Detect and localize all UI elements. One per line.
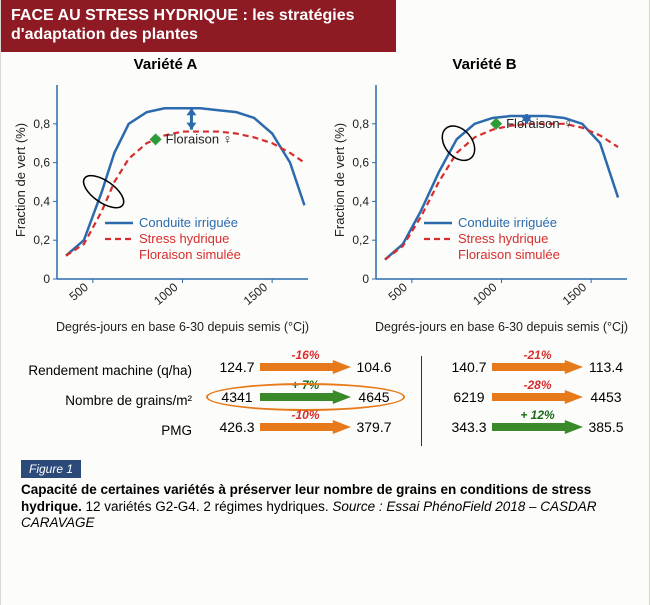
metric-row: 343.3+ 12% 385.5 [446,412,629,442]
charts-row: Variété A 0 0,2 0,4 0,6 0,8 500 1000 1500 Fracti… [1,52,649,340]
svg-text:0: 0 [362,272,369,286]
svg-text:Floraison ♀: Floraison ♀ [506,116,573,131]
svg-text:0,6: 0,6 [352,156,369,170]
metric-val-left: 140.7 [446,359,492,375]
metric-labels: Rendement machine (q/ha) Nombre de grain… [21,352,196,450]
metric-val-left: 343.3 [446,419,492,435]
metric-pct: -10% [291,408,319,422]
svg-text:0,8: 0,8 [352,117,369,131]
metrics-area: Rendement machine (q/ha) Nombre de grain… [1,340,649,450]
chart-panel-b: Variété B 0 0,2 0,4 0,6 0,8 500 1000 1500 Fracti… [330,56,639,340]
svg-text:Conduite irriguée: Conduite irriguée [458,215,557,230]
svg-text:1500: 1500 [560,280,590,308]
metric-row: 426.3-10% 379.7 [214,412,397,442]
svg-text:Fraction de vert (%): Fraction de vert (%) [332,123,347,237]
svg-text:0,2: 0,2 [352,234,369,248]
metric-val-right: 104.6 [351,359,397,375]
svg-text:0: 0 [43,272,50,286]
svg-text:500: 500 [67,280,92,304]
chart-title-a: Variété A [11,56,320,73]
chart-title-b: Variété B [330,56,639,73]
svg-text:500: 500 [386,280,411,304]
metric-val-right: 113.4 [583,359,629,375]
svg-text:Stress hydrique: Stress hydrique [458,231,548,246]
metric-val-right: 385.5 [583,419,629,435]
svg-text:Degrés-jours en base 6-30 depu: Degrés-jours en base 6-30 depuis semis (… [375,320,628,334]
svg-text:0,4: 0,4 [33,195,50,209]
metric-val-left: 426.3 [214,419,260,435]
banner-line2: d'adaptation des plantes [11,26,198,43]
svg-text:Fraction de vert (%): Fraction de vert (%) [13,123,28,237]
metric-val-right: 4453 [583,389,629,405]
metric-label-1: Nombre de grains/m² [21,386,196,416]
metrics-col-b: 140.7-21% 113.46219-28% 4453343.3+ 12% 3… [446,352,629,450]
chart-panel-a: Variété A 0 0,2 0,4 0,6 0,8 500 1000 1500 Fracti… [11,56,320,340]
metric-label-0: Rendement machine (q/ha) [21,356,196,386]
svg-text:0,2: 0,2 [33,234,50,248]
svg-text:Stress hydrique: Stress hydrique [139,231,229,246]
svg-text:Floraison simulée: Floraison simulée [139,247,241,262]
metric-pct: + 12% [520,408,554,422]
metric-pct: -21% [523,348,551,362]
svg-text:0,8: 0,8 [33,117,50,131]
svg-text:Conduite irriguée: Conduite irriguée [139,215,238,230]
svg-text:0,4: 0,4 [352,195,369,209]
svg-text:1000: 1000 [470,280,500,308]
metric-val-right: 379.7 [351,419,397,435]
metric-val-left: 124.7 [214,359,260,375]
metric-pct: + 7% [292,378,320,392]
metrics-col-a: 124.7-16% 104.64341+ 7% 4645426.3-10% 37… [214,352,397,450]
svg-text:1500: 1500 [241,280,271,308]
svg-text:0,6: 0,6 [33,156,50,170]
metric-pct: -16% [291,348,319,362]
metric-val-right: 4645 [351,389,397,405]
caption-rest: 12 variétés G2-G4. 2 régimes hydriques. [82,499,333,514]
metrics-divider [421,356,422,446]
svg-text:Degrés-jours en base 6-30 depu: Degrés-jours en base 6-30 depuis semis (… [56,320,309,334]
metric-arrow: + 12% [492,412,583,442]
svg-text:1000: 1000 [151,280,181,308]
figure-tag: Figure 1 [21,460,81,478]
chart-svg-a: 0 0,2 0,4 0,6 0,8 500 1000 1500 Fraction de vert… [11,75,316,335]
title-banner: FACE AU STRESS HYDRIQUE : les stratégies… [1,0,396,52]
metric-val-left: 4341 [214,389,260,405]
metric-arrow: -10% [260,412,351,442]
caption: Capacité de certaines variétés à préserv… [1,482,649,537]
banner-line1: FACE AU STRESS HYDRIQUE : les stratégies [11,7,355,24]
svg-text:Floraison simulée: Floraison simulée [458,247,560,262]
metric-pct: -28% [523,378,551,392]
chart-svg-b: 0 0,2 0,4 0,6 0,8 500 1000 1500 Fraction de vert… [330,75,635,335]
svg-text:Floraison ♀: Floraison ♀ [166,132,233,147]
metric-val-left: 6219 [446,389,492,405]
metric-label-2: PMG [21,416,196,446]
